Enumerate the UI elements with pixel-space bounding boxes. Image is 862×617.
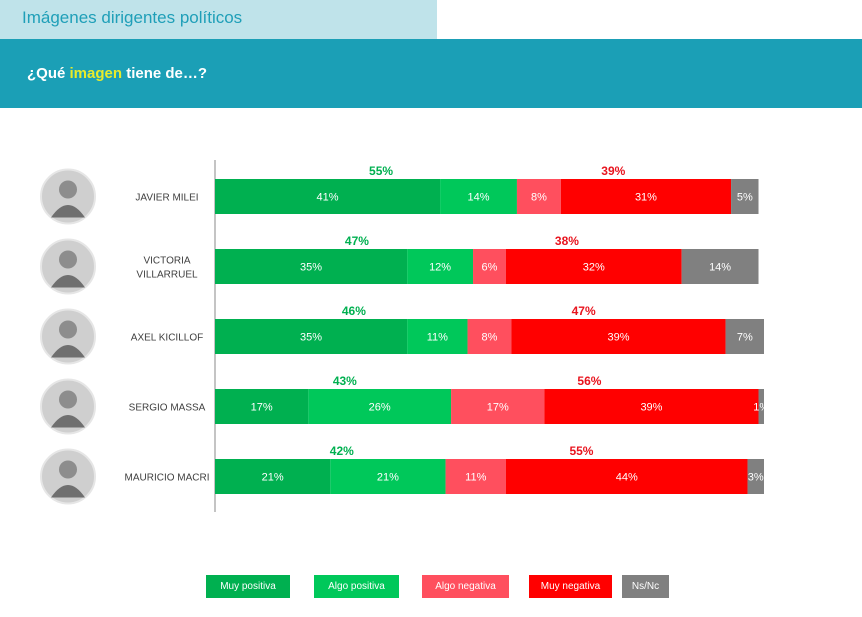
data-label: 6% <box>482 262 498 274</box>
question-banner: ¿Qué imagen tiene de…? <box>0 39 862 108</box>
category-label: JAVIER MILEI <box>135 193 198 204</box>
data-label: 35% <box>300 262 322 274</box>
question-highlight: imagen <box>69 65 123 82</box>
data-label: 44% <box>616 472 638 484</box>
category-label: VILLARRUEL <box>136 270 198 281</box>
bar-segment-algo-positiva <box>330 459 446 494</box>
bar-segment-algo-negativa <box>445 459 506 494</box>
section-tab: Imágenes dirigentes políticos <box>0 0 437 39</box>
data-label: 8% <box>482 332 498 344</box>
data-label: 7% <box>737 332 753 344</box>
category-label: MAURICIO MACRI <box>125 473 210 484</box>
section-title: Imágenes dirigentes políticos <box>22 8 243 27</box>
data-label: 21% <box>262 472 284 484</box>
data-label: 31% <box>635 192 657 204</box>
positive-total-label: 42% <box>330 444 354 458</box>
bar-segment-algo-negativa <box>467 319 512 354</box>
bar-segment-muy-positiva <box>215 459 331 494</box>
data-label: 26% <box>369 402 391 414</box>
bar-segment-muy-negativa <box>560 179 732 214</box>
data-label: 21% <box>377 472 399 484</box>
data-label: 12% <box>429 262 451 274</box>
avatar-body-icon <box>51 415 85 428</box>
bar-segment-ns-nc <box>681 249 759 284</box>
avatar-body-icon <box>51 205 85 218</box>
bar-segment-muy-negativa <box>505 459 748 494</box>
positive-total-label: 43% <box>333 374 357 388</box>
question-post: tiene de…? <box>122 65 208 82</box>
question-pre: ¿Qué <box>27 65 70 82</box>
bar-segment-muy-negativa <box>511 319 726 354</box>
avatar-head-icon <box>59 180 77 199</box>
category-label: SERGIO MASSA <box>129 403 206 414</box>
question-title: ¿Qué imagen tiene de…? <box>27 65 207 82</box>
data-label: 39% <box>607 332 629 344</box>
data-label: 39% <box>640 402 662 414</box>
data-label: 17% <box>251 402 273 414</box>
positive-total-label: 55% <box>369 164 393 178</box>
data-label: 8% <box>531 192 547 204</box>
avatar-head-icon <box>59 460 77 479</box>
positive-total-label: 46% <box>342 304 366 318</box>
bar-segment-muy-positiva <box>215 389 309 424</box>
positive-total-label: 47% <box>345 234 369 248</box>
negative-total-label: 47% <box>572 304 596 318</box>
legend-item-algo-positiva: Algo positiva <box>314 575 399 598</box>
bar-segment-muy-negativa <box>544 389 759 424</box>
legend-item-muy-negativa: Muy negativa <box>529 575 612 598</box>
bar-segment-muy-positiva <box>215 249 408 284</box>
bar-segment-ns-nc <box>747 459 764 494</box>
category-label: VICTORIA <box>143 256 190 267</box>
bar-segment-muy-negativa <box>505 249 682 284</box>
avatar-body-icon <box>51 485 85 498</box>
data-label: 32% <box>583 262 605 274</box>
bar-segment-algo-positiva <box>407 319 468 354</box>
avatar-body-icon <box>51 345 85 358</box>
avatar-head-icon <box>59 390 77 409</box>
bar-segment-muy-positiva <box>215 179 441 214</box>
avatar-body-icon <box>51 275 85 288</box>
data-label: 11% <box>465 472 486 484</box>
negative-total-label: 55% <box>569 444 593 458</box>
legend-item-ns-nc: Ns/Nc <box>622 575 669 598</box>
avatar-head-icon <box>59 320 77 339</box>
bar-segment-algo-negativa <box>473 249 506 284</box>
data-label: 41% <box>317 192 339 204</box>
bar-segment-muy-positiva <box>215 319 408 354</box>
bar-segment-ns-nc <box>758 389 764 424</box>
bar-segment-algo-positiva <box>407 249 474 284</box>
legend-item-algo-negativa: Algo negativa <box>422 575 509 598</box>
data-label: 35% <box>300 332 322 344</box>
data-label: 14% <box>709 262 731 274</box>
avatar-head-icon <box>59 250 77 269</box>
negative-total-label: 56% <box>577 374 601 388</box>
data-label: 1% <box>753 402 769 414</box>
negative-total-label: 38% <box>555 234 579 248</box>
data-label: 14% <box>468 192 490 204</box>
data-label: 17% <box>487 402 509 414</box>
data-label: 11% <box>427 332 448 344</box>
negative-total-label: 39% <box>601 164 625 178</box>
bar-segment-ns-nc <box>731 179 759 214</box>
bar-segment-algo-negativa <box>451 389 545 424</box>
data-label: 3% <box>748 472 764 484</box>
data-label: 5% <box>737 192 753 204</box>
bar-segment-ns-nc <box>725 319 764 354</box>
bar-segment-algo-negativa <box>516 179 561 214</box>
legend-item-muy-positiva: Muy positiva <box>206 575 290 598</box>
category-label: AXEL KICILLOF <box>131 333 203 344</box>
bar-segment-algo-positiva <box>308 389 452 424</box>
bar-segment-algo-positiva <box>440 179 517 214</box>
